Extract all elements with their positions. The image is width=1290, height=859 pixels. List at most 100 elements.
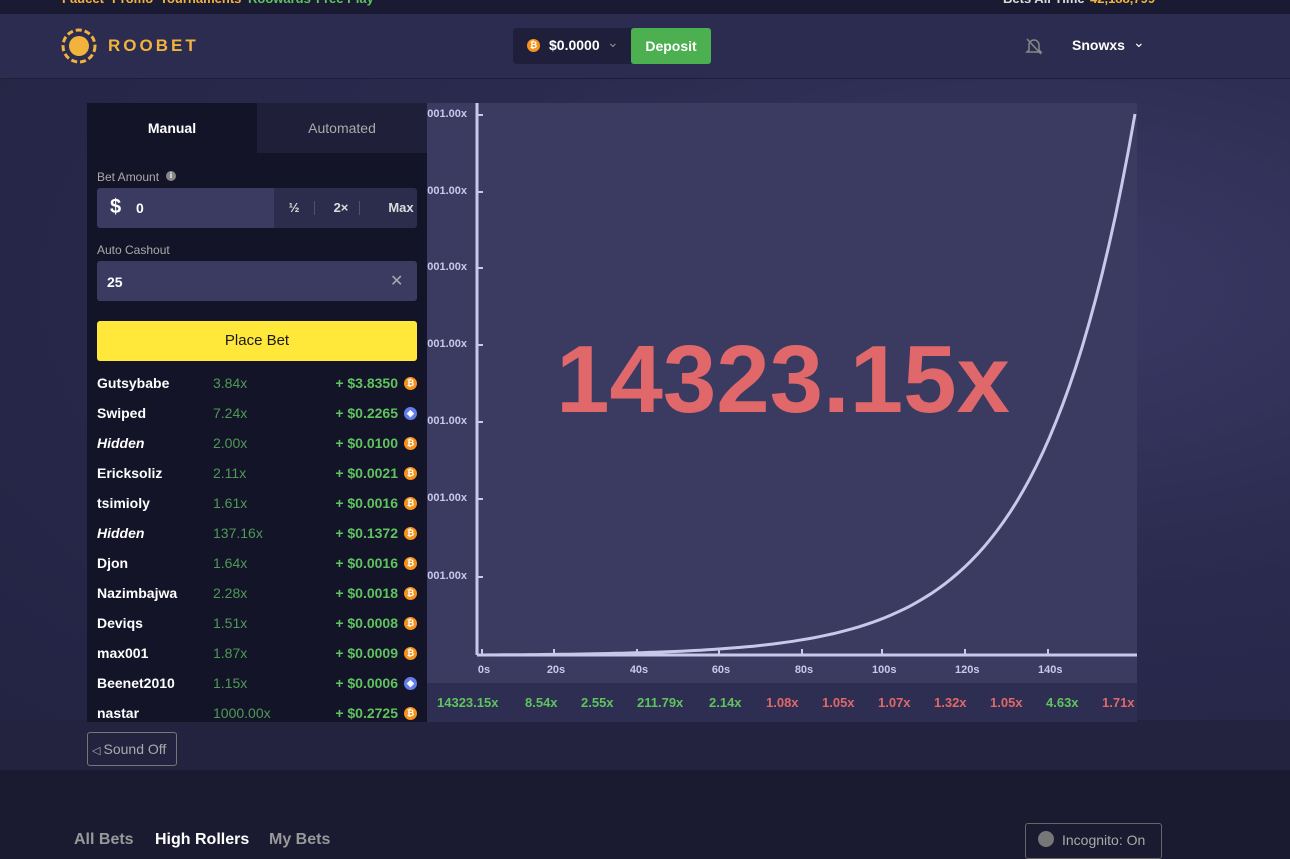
curve — [477, 113, 1137, 657]
history-item[interactable]: 1.07x — [878, 695, 911, 710]
info-icon: i — [166, 171, 176, 181]
x-label: 40s — [629, 664, 649, 676]
player-multiplier: 1.64x — [213, 555, 248, 571]
player-multiplier: 1.87x — [213, 645, 248, 661]
y-label: 001.00x — [427, 570, 467, 582]
coin-icon: ◆ — [404, 677, 417, 690]
bets-tab[interactable]: High Rollers — [155, 831, 250, 848]
bets-all-time-label: Bets All Time — [1003, 0, 1085, 6]
coin-icon: ₿ — [404, 707, 417, 720]
player-profit: + $0.1372 — [335, 525, 398, 541]
top-link[interactable]: Faucet — [62, 0, 104, 6]
top-link[interactable]: Free Play — [316, 0, 374, 6]
player-multiplier: 137.16x — [213, 525, 263, 541]
balance: $0.0000 — [549, 37, 600, 53]
player-name: max001 — [97, 645, 149, 661]
deposit-button[interactable]: Deposit — [631, 28, 711, 64]
tab-label: Automated — [308, 120, 376, 136]
history-item[interactable]: 2.14x — [709, 695, 742, 710]
history-item[interactable]: 1.71x — [1102, 695, 1135, 710]
tab[interactable] — [87, 103, 257, 153]
bet-amount-input[interactable] — [97, 188, 274, 228]
username[interactable]: Snowxs — [1072, 37, 1125, 53]
player-name: Deviqs — [97, 615, 143, 631]
player-multiplier: 2.00x — [213, 435, 248, 451]
y-label: 001.00x — [427, 185, 467, 197]
incognito-icon — [1038, 831, 1054, 847]
bet-buttons — [274, 188, 417, 228]
x-label: 120s — [955, 664, 980, 676]
coin-icon: ₿ — [404, 617, 417, 630]
divider — [314, 201, 315, 215]
coin-icon: ₿ — [404, 557, 417, 570]
player-name: Hidden — [97, 525, 145, 541]
sound-button[interactable] — [87, 732, 177, 766]
player-multiplier: 1.61x — [213, 495, 248, 511]
player-name: Hidden — [97, 435, 145, 451]
bet-button[interactable]: Max — [388, 200, 414, 215]
player-name: Ericksoliz — [97, 465, 163, 481]
bet-button[interactable]: 2× — [333, 200, 349, 215]
history-item[interactable]: 1.08x — [766, 695, 799, 710]
coin-icon: ₿ — [404, 467, 417, 480]
player-name: Gutsybabe — [97, 375, 170, 391]
clear-icon[interactable]: ✕ — [390, 273, 404, 290]
x-label: 140s — [1038, 664, 1063, 676]
bet-button[interactable]: ½ — [288, 200, 300, 215]
player-name: Beenet2010 — [97, 675, 175, 691]
bet-amount-label: Bet Amount — [97, 170, 160, 184]
player-multiplier: 1.15x — [213, 675, 248, 691]
y-label: 001.00x — [427, 338, 467, 350]
lower-area — [0, 770, 1290, 859]
top-link[interactable]: Roowards — [248, 0, 311, 6]
bets-tab[interactable]: My Bets — [269, 831, 331, 848]
coin-icon: ₿ — [404, 647, 417, 660]
player-multiplier: 1.51x — [213, 615, 248, 631]
player-multiplier: 2.28x — [213, 585, 248, 601]
player-profit: + $3.8350 — [335, 375, 398, 391]
logo: ROOBET — [108, 36, 199, 55]
dollar-sign: $ — [110, 196, 122, 218]
player-name: nastar — [97, 705, 140, 721]
ground — [0, 720, 1290, 770]
history-item[interactable]: 2.55x — [581, 695, 614, 710]
history-item[interactable]: 8.54x — [525, 695, 558, 710]
x-label: 0s — [477, 664, 491, 676]
y-label: 001.00x — [427, 108, 467, 120]
auto-cashout-input[interactable] — [97, 261, 417, 301]
sound-label: ◁ Sound Off — [92, 741, 167, 757]
player-profit: + $0.2265 — [335, 405, 398, 421]
tab[interactable] — [257, 103, 427, 153]
player-profit: + $0.0018 — [335, 585, 398, 601]
player-profit: + $0.0021 — [335, 465, 398, 481]
top-link[interactable]: Tournaments — [160, 0, 241, 6]
player-multiplier: 2.11x — [213, 465, 247, 481]
chevron: ⌄ — [607, 34, 619, 50]
player-profit: + $0.0016 — [335, 555, 398, 571]
coin-icon: ◆ — [404, 407, 417, 420]
history-item[interactable]: 211.79x — [637, 695, 684, 710]
player-multiplier: 3.84x — [213, 375, 248, 391]
bets-tab[interactable]: All Bets — [74, 831, 134, 848]
multiplier: 14323.15x — [556, 326, 1010, 433]
graph-panel: 14323.15x 001.00x 001.00x 001.00x 001.00x 00… — [427, 103, 1137, 722]
history-item[interactable]: 1.05x — [822, 695, 855, 710]
bell-icon[interactable] — [1024, 36, 1044, 56]
place-bet-button[interactable]: Place Bet — [97, 321, 417, 361]
top-link[interactable]: Promo — [112, 0, 153, 6]
x-label: 100s — [872, 664, 897, 676]
auto-cashout-label: Auto Cashout — [97, 243, 170, 257]
player-multiplier: 1000.00x — [213, 705, 271, 721]
y-label: 001.00x — [427, 492, 467, 504]
header: ROOBET ₿ $0.0000 ⌄ Deposit Snowxs ⌄ — [0, 14, 1290, 79]
incognito-label: Incognito: On — [1062, 832, 1146, 848]
sound-text: Sound Off — [103, 741, 167, 757]
btc-icon: ₿ — [527, 39, 540, 52]
top-strip: Faucet Promo Tournaments Roowards Free Play B… — [0, 0, 1290, 14]
history-item[interactable]: 4.63x — [1046, 695, 1079, 710]
bets-all-time-value: 42,188,799 — [1090, 0, 1155, 6]
history-item[interactable]: 1.05x — [990, 695, 1023, 710]
history-item[interactable]: 1.32x — [934, 695, 967, 710]
history-item[interactable]: 14323.15x — [437, 695, 499, 710]
